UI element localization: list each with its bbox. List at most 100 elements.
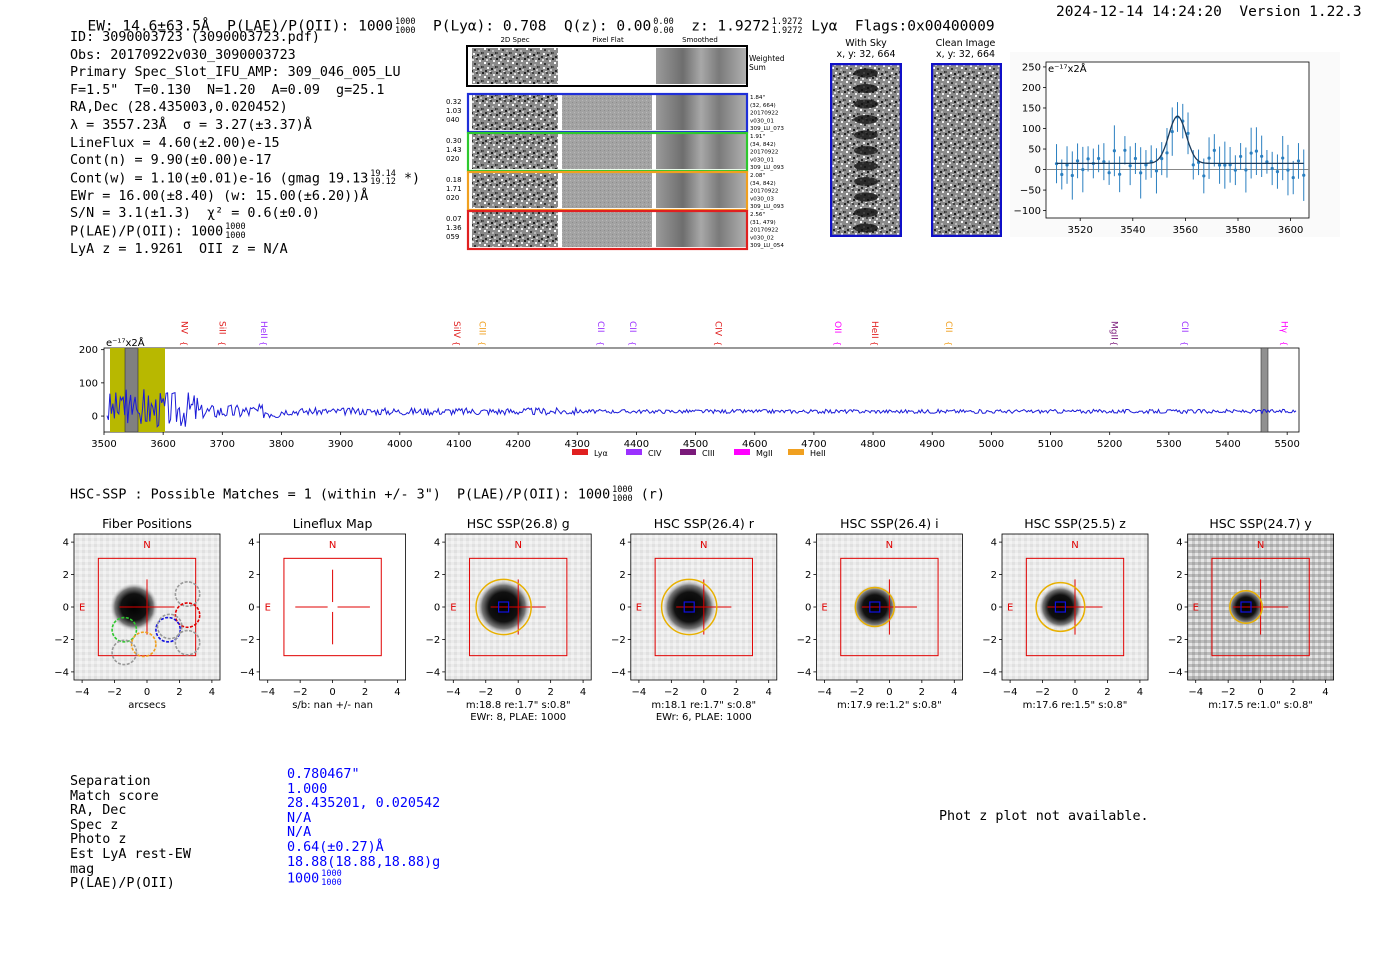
info-lineflux: LineFlux = 4.60(±2.00)e-15	[70, 135, 280, 151]
spec2d-row-left-text: 020	[446, 155, 459, 163]
hsc-panel-sub1: arcsecs	[128, 700, 166, 711]
hsc-xtick-label: 2	[1290, 687, 1296, 698]
fs-line-brace: {	[452, 341, 461, 346]
zoom-point	[1128, 164, 1132, 168]
zoom-ytick-label: 100	[1022, 124, 1041, 135]
header-lya-flags: Lyα Flags:0x00400009	[811, 18, 995, 35]
clean-image-header: Clean Image x, y: 32, 664	[928, 38, 1003, 60]
hsc-xtick-label: 2	[919, 687, 925, 698]
zoom-ytick-label: 250	[1022, 62, 1041, 73]
with-sky-coords: x, y: 32, 664	[836, 49, 896, 60]
sky-band	[854, 130, 878, 140]
spec2d-row-right-text: 309_LU_073	[750, 126, 784, 132]
hsc-ytick-label: 2	[248, 570, 254, 581]
hsc-title: HSC-SSP : Possible Matches = 1 (within +…	[70, 485, 665, 504]
fs-line-label: NV	[178, 321, 188, 335]
zoom-point	[1133, 156, 1138, 161]
hsc-xtick-label: 0	[1072, 687, 1078, 698]
hsc-panel-sub2: EWr: 6, PLAE: 1000	[656, 712, 752, 723]
spec2d-row-right-text: v030_02	[750, 235, 774, 241]
zoom-point	[1086, 157, 1090, 161]
fs-line-label: CII	[627, 321, 637, 333]
fs-xtick-label: 5400	[1215, 439, 1240, 450]
zoom-point	[1254, 149, 1258, 153]
hsc-ytick-label: −4	[797, 667, 812, 678]
spec2d-row-raw	[472, 95, 558, 130]
hsc-ytick-label: 0	[248, 603, 254, 614]
fs-xtick-label: 4700	[801, 439, 826, 450]
hsc-search-box	[1025, 557, 1125, 657]
spec2d-row-right-text: 309_LU_054	[750, 243, 784, 249]
hsc-panel-4: HSC SSP(26.4) i N E 4 2 0 −2 −4 −4 −2 0 2 4 m:17.9 re…	[797, 516, 963, 711]
fs-line-brace: {	[259, 341, 268, 346]
hsc-east-label: E	[1007, 603, 1013, 614]
fs-line-brace: {	[833, 341, 842, 346]
match-table-keys: Separation Match score RA, Dec Spec z Photo …	[70, 774, 191, 892]
hsc-match-box	[869, 601, 881, 613]
info-plae: P(LAE)/P(OII): 1000 1000 1000	[70, 222, 246, 241]
hsc-search-box	[654, 557, 753, 657]
hsc-match-box	[1240, 601, 1252, 613]
fs-xtick-label: 4000	[387, 439, 412, 450]
zoom-point	[1270, 166, 1274, 171]
fs-ytick-label: 200	[79, 345, 98, 356]
match-key: Match score	[70, 788, 159, 804]
zoom-xtick-label: 3520	[1067, 225, 1092, 236]
lya-line-marker	[124, 347, 139, 433]
fs-line-label: OII	[832, 321, 842, 333]
hsc-search-box	[840, 557, 939, 657]
spec2d-row-right-text: 20170922	[750, 111, 778, 117]
zoom-point	[1107, 171, 1111, 175]
hsc-search-box	[1211, 557, 1310, 657]
spec2d-row-raw	[472, 173, 558, 208]
hsc-xtick-label: −2	[478, 687, 493, 698]
match-key: Spec z	[70, 817, 119, 833]
zoom-point	[1302, 173, 1306, 177]
sky-line-marker	[1260, 347, 1269, 433]
fs-line-brace: {	[596, 341, 605, 346]
hsc-xtick-label: −2	[293, 687, 308, 698]
fs-legend-swatch	[680, 449, 696, 455]
info-fparams: F=1.5" T=0.130 N=1.20 A=0.09 g=25.1	[70, 82, 385, 98]
sky-band	[854, 68, 878, 78]
hsc-panel-1: Lineflux Map N E 4 2 0 −2 −4 −4 −2 0 2 4 s/b: nan +/-…	[240, 516, 407, 711]
hsc-north-label: N	[143, 540, 150, 551]
spec2d-row-right-text: 309_LU_093	[750, 204, 784, 210]
zoom-point	[1165, 151, 1169, 155]
hsc-ytick-label: 2	[805, 570, 811, 581]
hsc-xtick-label: −2	[664, 687, 679, 698]
fs-xtick-label: 3500	[91, 439, 116, 450]
spec2d-row-smooth	[656, 212, 746, 247]
hsc-xtick-label: −4	[632, 687, 647, 698]
fs-legend-label: CIV	[648, 449, 662, 458]
hsc-ytick-label: 2	[619, 570, 625, 581]
hsc-ellipse	[475, 578, 532, 636]
hsc-xtick-label: −2	[850, 687, 865, 698]
hsc-east-label: E	[636, 603, 642, 614]
fs-xtick-label: 4600	[742, 439, 767, 450]
spec2d-row-left-text: 0.32	[446, 98, 462, 106]
hsc-panel-5: HSC SSP(25.5) z N E 4 2 0 −2 −4 −4 −2 0 2 4 m:17.6 re…	[982, 516, 1149, 711]
hsc-north-label: N	[886, 540, 893, 551]
spec2d-row-left-text: 059	[446, 233, 459, 241]
hsc-xtick-label: −2	[1221, 687, 1236, 698]
hsc-xtick-label: 4	[209, 687, 215, 698]
spec2d-row-left-text: 0.18	[446, 176, 462, 184]
zoom-point	[1202, 174, 1206, 178]
hsc-xtick-label: −4	[260, 687, 275, 698]
hsc-panel-0: Fiber Positions N E 4 2 0 −2 −4 −4 −2 0 2 4 arcsecs	[54, 516, 221, 711]
hsc-panel-sub1: m:18.1 re:1.7" s:0.8"	[651, 700, 756, 711]
info-radec: RA,Dec (28.435003,0.020452)	[70, 100, 288, 116]
fs-legend-label: HeII	[810, 449, 826, 458]
with-sky-title: With Sky	[845, 38, 887, 49]
fs-xtick-label: 5000	[979, 439, 1004, 450]
fs-legend-label: MgII	[756, 449, 773, 458]
sky-band	[854, 146, 878, 155]
zoom-point	[1070, 173, 1074, 178]
hsc-xtick-label: 0	[1257, 687, 1263, 698]
spec2d-row-left-text: 1.36	[446, 224, 462, 232]
fs-legend-swatch	[788, 449, 804, 455]
info-id: ID: 3090003723 (3090003723.pdf)	[70, 30, 320, 45]
zoom-point	[1217, 163, 1222, 167]
